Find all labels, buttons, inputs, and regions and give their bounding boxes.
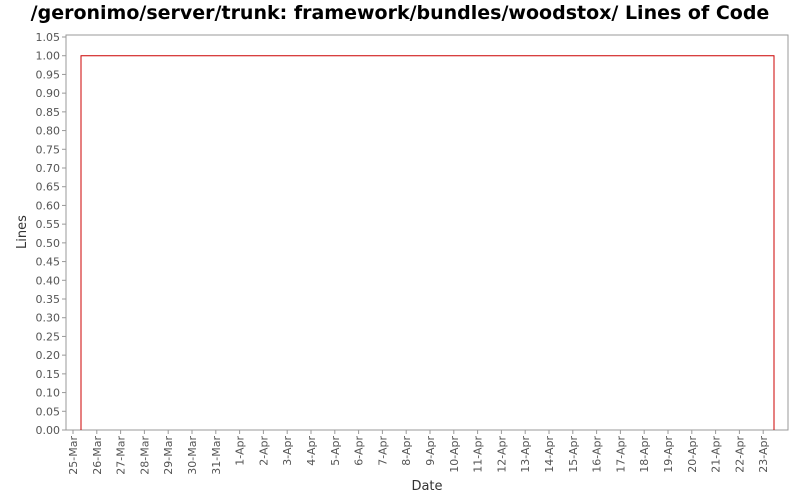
x-tick-label: 26-Mar [91, 436, 104, 475]
x-tick-label: 6-Apr [353, 436, 366, 466]
y-tick-label: 0.95 [36, 68, 61, 81]
y-tick-label: 1.05 [36, 31, 61, 44]
y-tick-label: 0.10 [36, 387, 61, 400]
y-axis: 0.00 0.05 0.10 0.15 0.20 0.25 0.30 0.35 0.40 0.45… [36, 31, 66, 437]
x-tick-label: 7-Apr [376, 436, 389, 466]
x-axis-label: Date [411, 479, 442, 494]
y-tick-label: 0.75 [36, 143, 61, 156]
x-axis: 25-Mar 26-Mar 27-Mar 28-Mar 29-Mar 30-Mar 31-M… [67, 430, 770, 475]
y-tick-label: 0.15 [36, 368, 61, 381]
x-tick-label: 8-Apr [400, 436, 413, 466]
y-tick-label: 0.20 [36, 349, 61, 362]
x-tick-label: 23-Apr [757, 436, 770, 473]
y-tick-label: 0.90 [36, 87, 61, 100]
y-tick-label: 0.85 [36, 106, 61, 119]
y-tick-label: 0.60 [36, 199, 61, 212]
x-tick-label: 16-Apr [591, 436, 604, 473]
y-tick-label: 0.25 [36, 330, 61, 343]
y-tick-label: 0.05 [36, 405, 61, 418]
x-tick-label: 17-Apr [614, 436, 627, 473]
x-tick-label: 20-Apr [686, 436, 699, 473]
x-tick-label: 28-Mar [138, 436, 151, 475]
x-tick-label: 9-Apr [424, 436, 437, 466]
plot-area [65, 34, 789, 431]
x-tick-label: 15-Apr [567, 436, 580, 473]
y-tick-label: 1.00 [36, 50, 61, 63]
x-tick-label: 5-Apr [329, 436, 342, 466]
y-tick-label: 0.40 [36, 274, 61, 287]
x-tick-label: 31-Mar [210, 436, 223, 475]
x-tick-label: 25-Mar [67, 436, 80, 475]
x-tick-label: 12-Apr [495, 436, 508, 473]
x-tick-label: 3-Apr [281, 436, 294, 466]
x-tick-label: 30-Mar [186, 436, 199, 475]
x-tick-label: 10-Apr [448, 436, 461, 473]
series-layer [80, 55, 775, 430]
x-tick-label: 18-Apr [638, 436, 651, 473]
x-tick-label: 2-Apr [257, 436, 270, 466]
x-tick-label: 27-Mar [115, 436, 128, 475]
x-tick-label: 29-Mar [162, 436, 175, 475]
chart-title: /geronimo/server/trunk: framework/bundle… [30, 2, 770, 24]
x-tick-label: 4-Apr [305, 436, 318, 466]
series-line [80, 55, 775, 430]
y-tick-label: 0.70 [36, 162, 61, 175]
y-tick-label: 0.65 [36, 181, 61, 194]
y-tick-label: 0.00 [36, 424, 61, 437]
y-tick-label: 0.50 [36, 237, 61, 250]
x-tick-label: 21-Apr [710, 436, 723, 473]
x-tick-label: 19-Apr [662, 436, 675, 473]
y-axis-label: Lines [15, 215, 30, 249]
x-tick-label: 22-Apr [733, 436, 746, 473]
x-tick-label: 14-Apr [543, 436, 556, 473]
x-tick-label: 1-Apr [234, 436, 247, 466]
y-tick-label: 0.55 [36, 218, 61, 231]
x-tick-label: 13-Apr [519, 436, 532, 473]
y-tick-label: 0.35 [36, 293, 61, 306]
y-tick-label: 0.80 [36, 125, 61, 138]
y-tick-label: 0.30 [36, 312, 61, 325]
x-tick-label: 11-Apr [472, 436, 485, 473]
y-tick-label: 0.45 [36, 256, 61, 269]
